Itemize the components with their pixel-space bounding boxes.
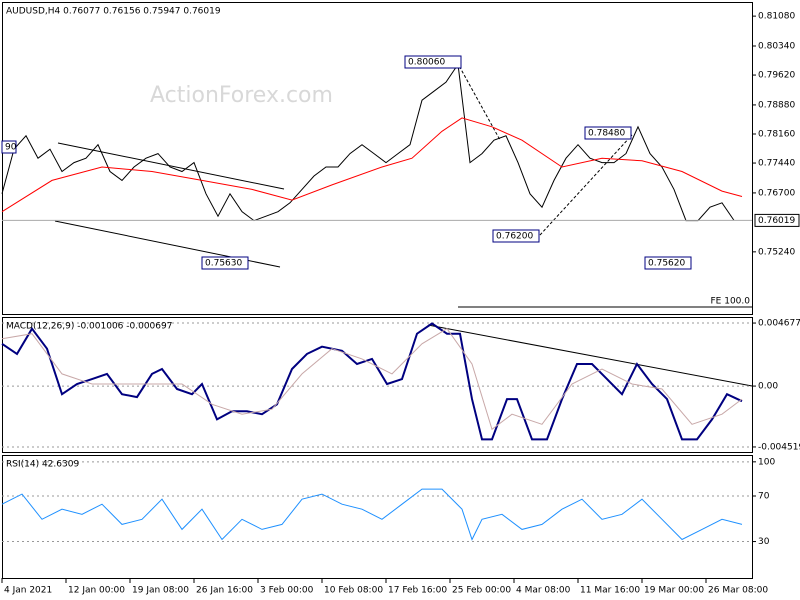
x-tick-label: 10 Feb 08:00	[324, 586, 383, 596]
macd-title: MACD(12,26,9) -0.001006 -0.000697	[6, 322, 172, 332]
price-label: 0.75630	[205, 259, 242, 269]
y-tick-label: 0.78160	[758, 129, 795, 139]
series-line	[1, 328, 743, 431]
rsi-title: RSI(14) 42.6309	[6, 460, 79, 470]
price-label-box	[201, 256, 249, 270]
price-label: 90	[5, 143, 17, 153]
x-tick-label: 3 Feb 00:00	[260, 586, 314, 596]
y-tick-label: -0.004519	[758, 442, 800, 452]
price-label-box	[492, 229, 540, 243]
x-tick-label: 19 Jan 08:00	[132, 586, 189, 596]
price-label-box	[1, 140, 17, 154]
projection-line	[539, 134, 633, 236]
price-label: 0.76200	[496, 232, 533, 242]
y-tick-label: 0.77440	[758, 159, 795, 169]
current-price-label: 0.76019	[758, 216, 795, 226]
y-tick-label: 0.00	[758, 382, 778, 392]
y-tick-label: 0.79620	[758, 71, 795, 81]
x-tick-label: 19 Mar 00:00	[644, 586, 704, 596]
price-label: 0.78480	[588, 129, 625, 139]
x-tick-label: 25 Feb 00:00	[452, 586, 511, 596]
x-tick-label: 17 Feb 16:00	[388, 586, 447, 596]
x-tick-label: 4 Jan 2021	[4, 586, 52, 596]
x-tick-label: 4 Mar 08:00	[516, 586, 571, 596]
price-label: 0.80060	[408, 58, 445, 68]
x-tick-label: 12 Jan 00:00	[68, 586, 125, 596]
y-tick-label: 0.81080	[758, 12, 795, 22]
price-label: 0.75620	[648, 259, 685, 269]
macd-trendline	[427, 324, 753, 387]
y-tick-label: 0.80340	[758, 41, 795, 51]
x-tick-label: 11 Mar 16:00	[580, 586, 640, 596]
chart-title: AUDUSD,H4 0.76077 0.76156 0.75947 0.7601…	[6, 7, 221, 17]
series-line	[1, 322, 743, 441]
y-tick-label: 30	[758, 537, 770, 547]
price-label-box	[404, 55, 462, 69]
watermark: ActionForex.com	[150, 83, 333, 108]
x-tick-label: 26 Jan 16:00	[196, 586, 253, 596]
current-price-box	[754, 213, 800, 227]
x-tick-label: 26 Mar 08:00	[708, 586, 768, 596]
y-tick-label: 0.75240	[758, 247, 795, 257]
series-line	[1, 117, 743, 213]
price-label-box	[584, 126, 632, 140]
series-line	[1, 63, 735, 222]
channel-line	[57, 142, 285, 190]
rsi-panel	[2, 455, 753, 579]
y-tick-label: 70	[758, 492, 770, 502]
price-panel	[2, 2, 753, 315]
macd-panel	[2, 317, 753, 453]
price-label-box	[644, 256, 692, 270]
y-tick-label: 0.004677	[758, 319, 800, 329]
y-tick-label: 0.78880	[758, 100, 795, 110]
fe-label: FE 100.0	[711, 297, 751, 307]
series-line	[1, 488, 743, 541]
y-tick-label: 0.76700	[758, 188, 795, 198]
y-tick-label: 100	[758, 457, 775, 467]
plot-layer	[1, 63, 752, 543]
